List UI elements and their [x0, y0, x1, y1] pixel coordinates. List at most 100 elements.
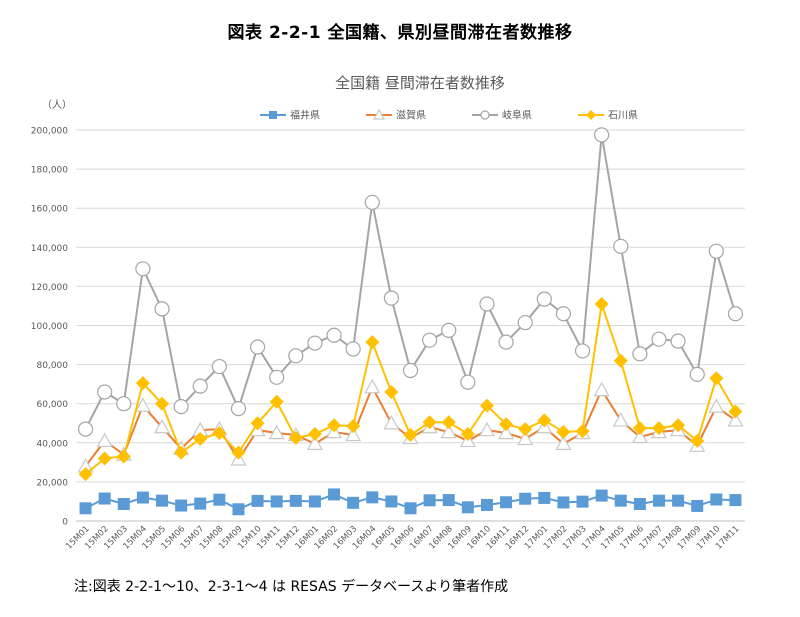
data-point-circle	[480, 110, 490, 120]
data-point-circle	[116, 396, 132, 412]
data-point-diamond	[537, 413, 552, 428]
legend-item: 福井県	[260, 109, 320, 122]
chart-svg: 全国籍 昼間滞在者数推移 （人） 福井県 滋賀県 岐阜県 石川県 0 20,000 40,…	[31, 74, 745, 552]
y-tick-label: 80,000	[37, 361, 69, 371]
data-point-circle	[708, 243, 724, 259]
data-point-square	[538, 491, 551, 504]
data-point-diamond	[613, 353, 628, 368]
data-point-square	[442, 494, 455, 507]
series-line	[84, 134, 737, 430]
data-point-circle	[670, 333, 686, 349]
data-point-triangle	[383, 415, 400, 430]
data-point-square	[251, 494, 264, 507]
data-point-diamond	[728, 404, 743, 419]
data-point-diamond	[384, 384, 399, 399]
data-point-triangle	[372, 108, 386, 120]
legend-label: 石川県	[608, 110, 638, 122]
y-tick-label: 120,000	[31, 283, 68, 293]
data-point-triangle	[727, 412, 744, 427]
data-point-circle	[307, 335, 323, 351]
data-point-square	[289, 494, 302, 507]
data-point-square	[366, 491, 379, 504]
data-point-diamond	[250, 416, 265, 431]
data-point-circle	[517, 314, 533, 331]
data-point-diamond	[575, 424, 590, 439]
data-point-diamond	[231, 445, 246, 460]
data-point-diamond	[499, 417, 514, 432]
data-point-circle	[536, 291, 552, 307]
y-axis-unit-label: （人）	[42, 99, 72, 111]
data-point-circle	[479, 296, 495, 312]
data-point-diamond	[365, 335, 380, 350]
data-point-diamond	[632, 421, 647, 436]
data-point-square	[308, 495, 321, 508]
data-point-diamond	[518, 422, 533, 437]
data-point-circle	[383, 290, 399, 306]
gridlines	[76, 129, 745, 522]
data-point-square	[232, 503, 245, 516]
data-point-diamond	[479, 398, 494, 413]
data-point-triangle	[478, 421, 495, 437]
chart-title: 全国籍 昼間滞在者数推移	[335, 74, 505, 92]
data-point-diamond	[671, 418, 686, 433]
data-point-diamond	[441, 415, 456, 430]
data-point-diamond	[346, 419, 361, 434]
data-point-triangle	[708, 398, 725, 413]
data-point-square	[270, 495, 283, 508]
y-tick-label: 40,000	[37, 439, 69, 449]
y-axis: 0 20,000 40,000 60,000 80,000 100,000 120,000 1…	[31, 127, 68, 528]
data-point-diamond	[193, 431, 208, 446]
data-point-square	[328, 488, 341, 501]
y-tick-label: 100,000	[31, 322, 68, 332]
y-tick-label: 60,000	[37, 400, 69, 410]
data-point-circle	[192, 378, 208, 394]
data-point-diamond	[690, 433, 705, 448]
data-point-triangle	[96, 432, 113, 448]
data-point-square	[480, 498, 493, 511]
data-point-circle	[498, 334, 514, 350]
data-point-square	[633, 497, 646, 510]
data-point-triangle	[345, 426, 362, 442]
legend: 福井県 滋賀県 岐阜県 石川県	[260, 109, 638, 122]
data-point-circle	[326, 327, 342, 343]
data-point-circle	[460, 374, 476, 390]
data-point-square	[576, 495, 589, 508]
data-point-square	[672, 494, 685, 507]
data-point-diamond	[422, 415, 437, 430]
y-tick-label: 20,000	[37, 478, 69, 488]
data-point-circle	[555, 306, 572, 322]
data-point-circle	[211, 358, 227, 375]
data-point-diamond	[460, 427, 475, 442]
data-point-diamond	[288, 430, 303, 445]
data-point-square	[269, 111, 277, 119]
data-point-diamond	[174, 445, 189, 460]
data-point-square	[213, 493, 226, 506]
data-point-triangle	[268, 424, 285, 440]
data-point-square	[194, 497, 207, 510]
data-point-circle	[364, 194, 380, 210]
series-1	[79, 488, 742, 516]
data-point-square	[729, 494, 742, 507]
y-tick-label: 140,000	[31, 244, 68, 254]
legend-label: 滋賀県	[396, 109, 426, 122]
data-point-triangle	[134, 397, 151, 412]
data-point-square	[691, 499, 704, 512]
data-point-diamond	[78, 467, 93, 482]
data-point-triangle	[153, 418, 171, 434]
data-point-diamond	[307, 427, 322, 442]
data-point-circle	[402, 362, 419, 379]
data-point-square	[175, 499, 188, 512]
data-point-square	[710, 493, 723, 506]
data-point-diamond	[709, 371, 724, 386]
data-point-diamond	[556, 425, 571, 440]
data-point-triangle	[631, 428, 648, 444]
data-point-circle	[97, 384, 113, 400]
data-point-circle	[77, 421, 94, 437]
data-point-circle	[441, 322, 457, 338]
y-tick-label: 160,000	[31, 205, 68, 215]
data-point-diamond	[403, 427, 418, 442]
data-point-circle	[288, 348, 304, 364]
data-point-diamond	[327, 418, 342, 433]
y-tick-label: 200,000	[31, 127, 68, 137]
data-point-square	[98, 492, 111, 505]
